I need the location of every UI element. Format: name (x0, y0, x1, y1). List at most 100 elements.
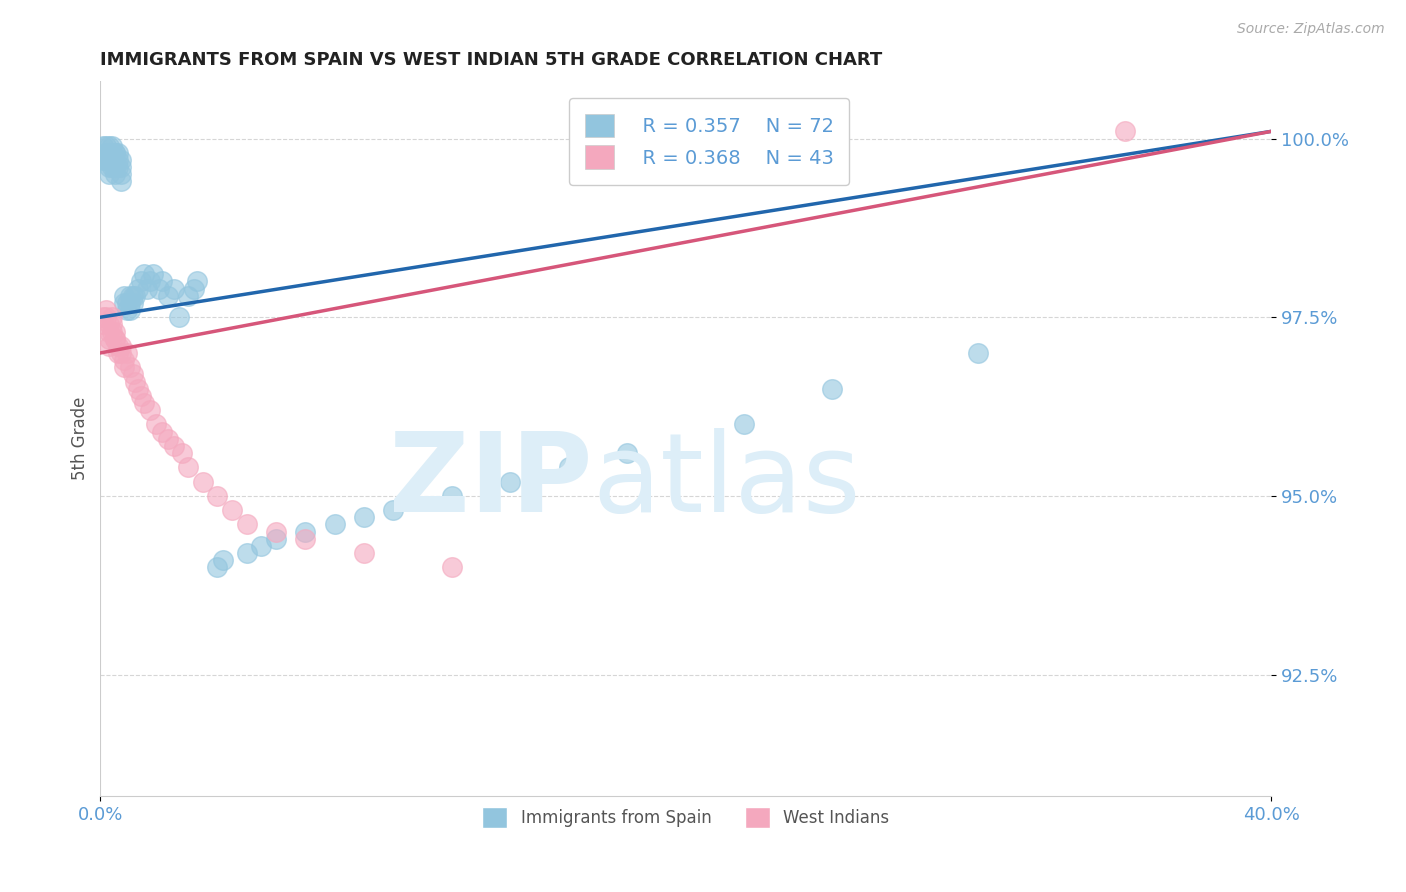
Point (186, 275, 208, 289)
Point (101, 310, 124, 325)
Point (142, 268, 165, 282)
Point (118, 296, 141, 310)
Point (440, 489, 463, 503)
Point (110, 346, 132, 360)
Point (118, 360, 141, 375)
Point (101, 138, 124, 153)
Point (169, 310, 191, 325)
Point (121, 296, 143, 310)
Text: Source: ZipAtlas.com: Source: ZipAtlas.com (1237, 22, 1385, 37)
Point (96, 153, 118, 167)
Point (127, 282, 149, 296)
Point (112, 296, 135, 310)
Point (162, 439, 184, 453)
Point (353, 546, 375, 560)
Point (115, 296, 138, 310)
Point (212, 553, 235, 567)
Point (382, 503, 405, 517)
Point (191, 475, 214, 489)
Point (177, 460, 200, 475)
Point (221, 503, 243, 517)
Point (112, 360, 135, 375)
Y-axis label: 5th Grade: 5th Grade (72, 397, 89, 481)
Point (112, 289, 135, 303)
Point (107, 145, 129, 160)
Point (98, 339, 121, 353)
Point (136, 282, 159, 296)
Point (96, 310, 118, 325)
Point (139, 403, 162, 417)
Point (131, 275, 153, 289)
Point (131, 389, 153, 403)
Point (104, 325, 127, 339)
Point (91, 310, 114, 325)
Point (104, 160, 127, 174)
Text: ZIP: ZIP (388, 428, 592, 535)
Point (207, 560, 229, 574)
Point (104, 153, 127, 167)
Point (177, 289, 200, 303)
Point (96, 153, 118, 167)
Point (110, 174, 132, 188)
Point (124, 375, 146, 389)
Point (134, 268, 156, 282)
Point (107, 160, 129, 174)
Point (264, 524, 287, 539)
Point (104, 145, 127, 160)
Point (91, 138, 114, 153)
Point (98, 145, 121, 160)
Point (107, 346, 129, 360)
Point (110, 160, 132, 174)
Point (96, 138, 118, 153)
Point (967, 346, 990, 360)
Point (96, 145, 118, 160)
Point (1114, 124, 1136, 138)
Point (98, 167, 121, 181)
Point (264, 532, 287, 546)
Point (104, 160, 127, 174)
Point (294, 524, 316, 539)
Point (98, 325, 121, 339)
Point (148, 282, 170, 296)
Point (150, 275, 173, 289)
Point (104, 145, 127, 160)
Point (101, 153, 124, 167)
Point (127, 382, 149, 396)
Point (156, 432, 179, 446)
Point (107, 339, 129, 353)
Point (98, 160, 121, 174)
Point (235, 546, 257, 560)
Point (821, 382, 844, 396)
Text: IMMIGRANTS FROM SPAIN VS WEST INDIAN 5TH GRADE CORRELATION CHART: IMMIGRANTS FROM SPAIN VS WEST INDIAN 5TH… (100, 51, 883, 69)
Point (98, 153, 121, 167)
Point (96, 303, 118, 318)
Point (139, 275, 162, 289)
Point (98, 332, 121, 346)
Point (172, 446, 194, 460)
Point (112, 353, 135, 368)
Point (121, 368, 143, 382)
Point (156, 289, 179, 303)
Point (107, 153, 129, 167)
Point (101, 145, 124, 160)
Point (207, 489, 229, 503)
Point (101, 318, 124, 332)
Point (294, 532, 316, 546)
Point (733, 417, 755, 432)
Point (104, 332, 127, 346)
Point (91, 153, 114, 167)
Point (98, 318, 121, 332)
Point (145, 417, 167, 432)
Point (110, 153, 132, 167)
Point (183, 282, 205, 296)
Point (616, 446, 638, 460)
Point (499, 475, 522, 489)
Point (104, 167, 127, 181)
Point (323, 517, 346, 532)
Point (110, 339, 132, 353)
Point (235, 517, 257, 532)
Point (124, 289, 146, 303)
Point (96, 145, 118, 160)
Point (353, 510, 375, 524)
Point (101, 325, 124, 339)
